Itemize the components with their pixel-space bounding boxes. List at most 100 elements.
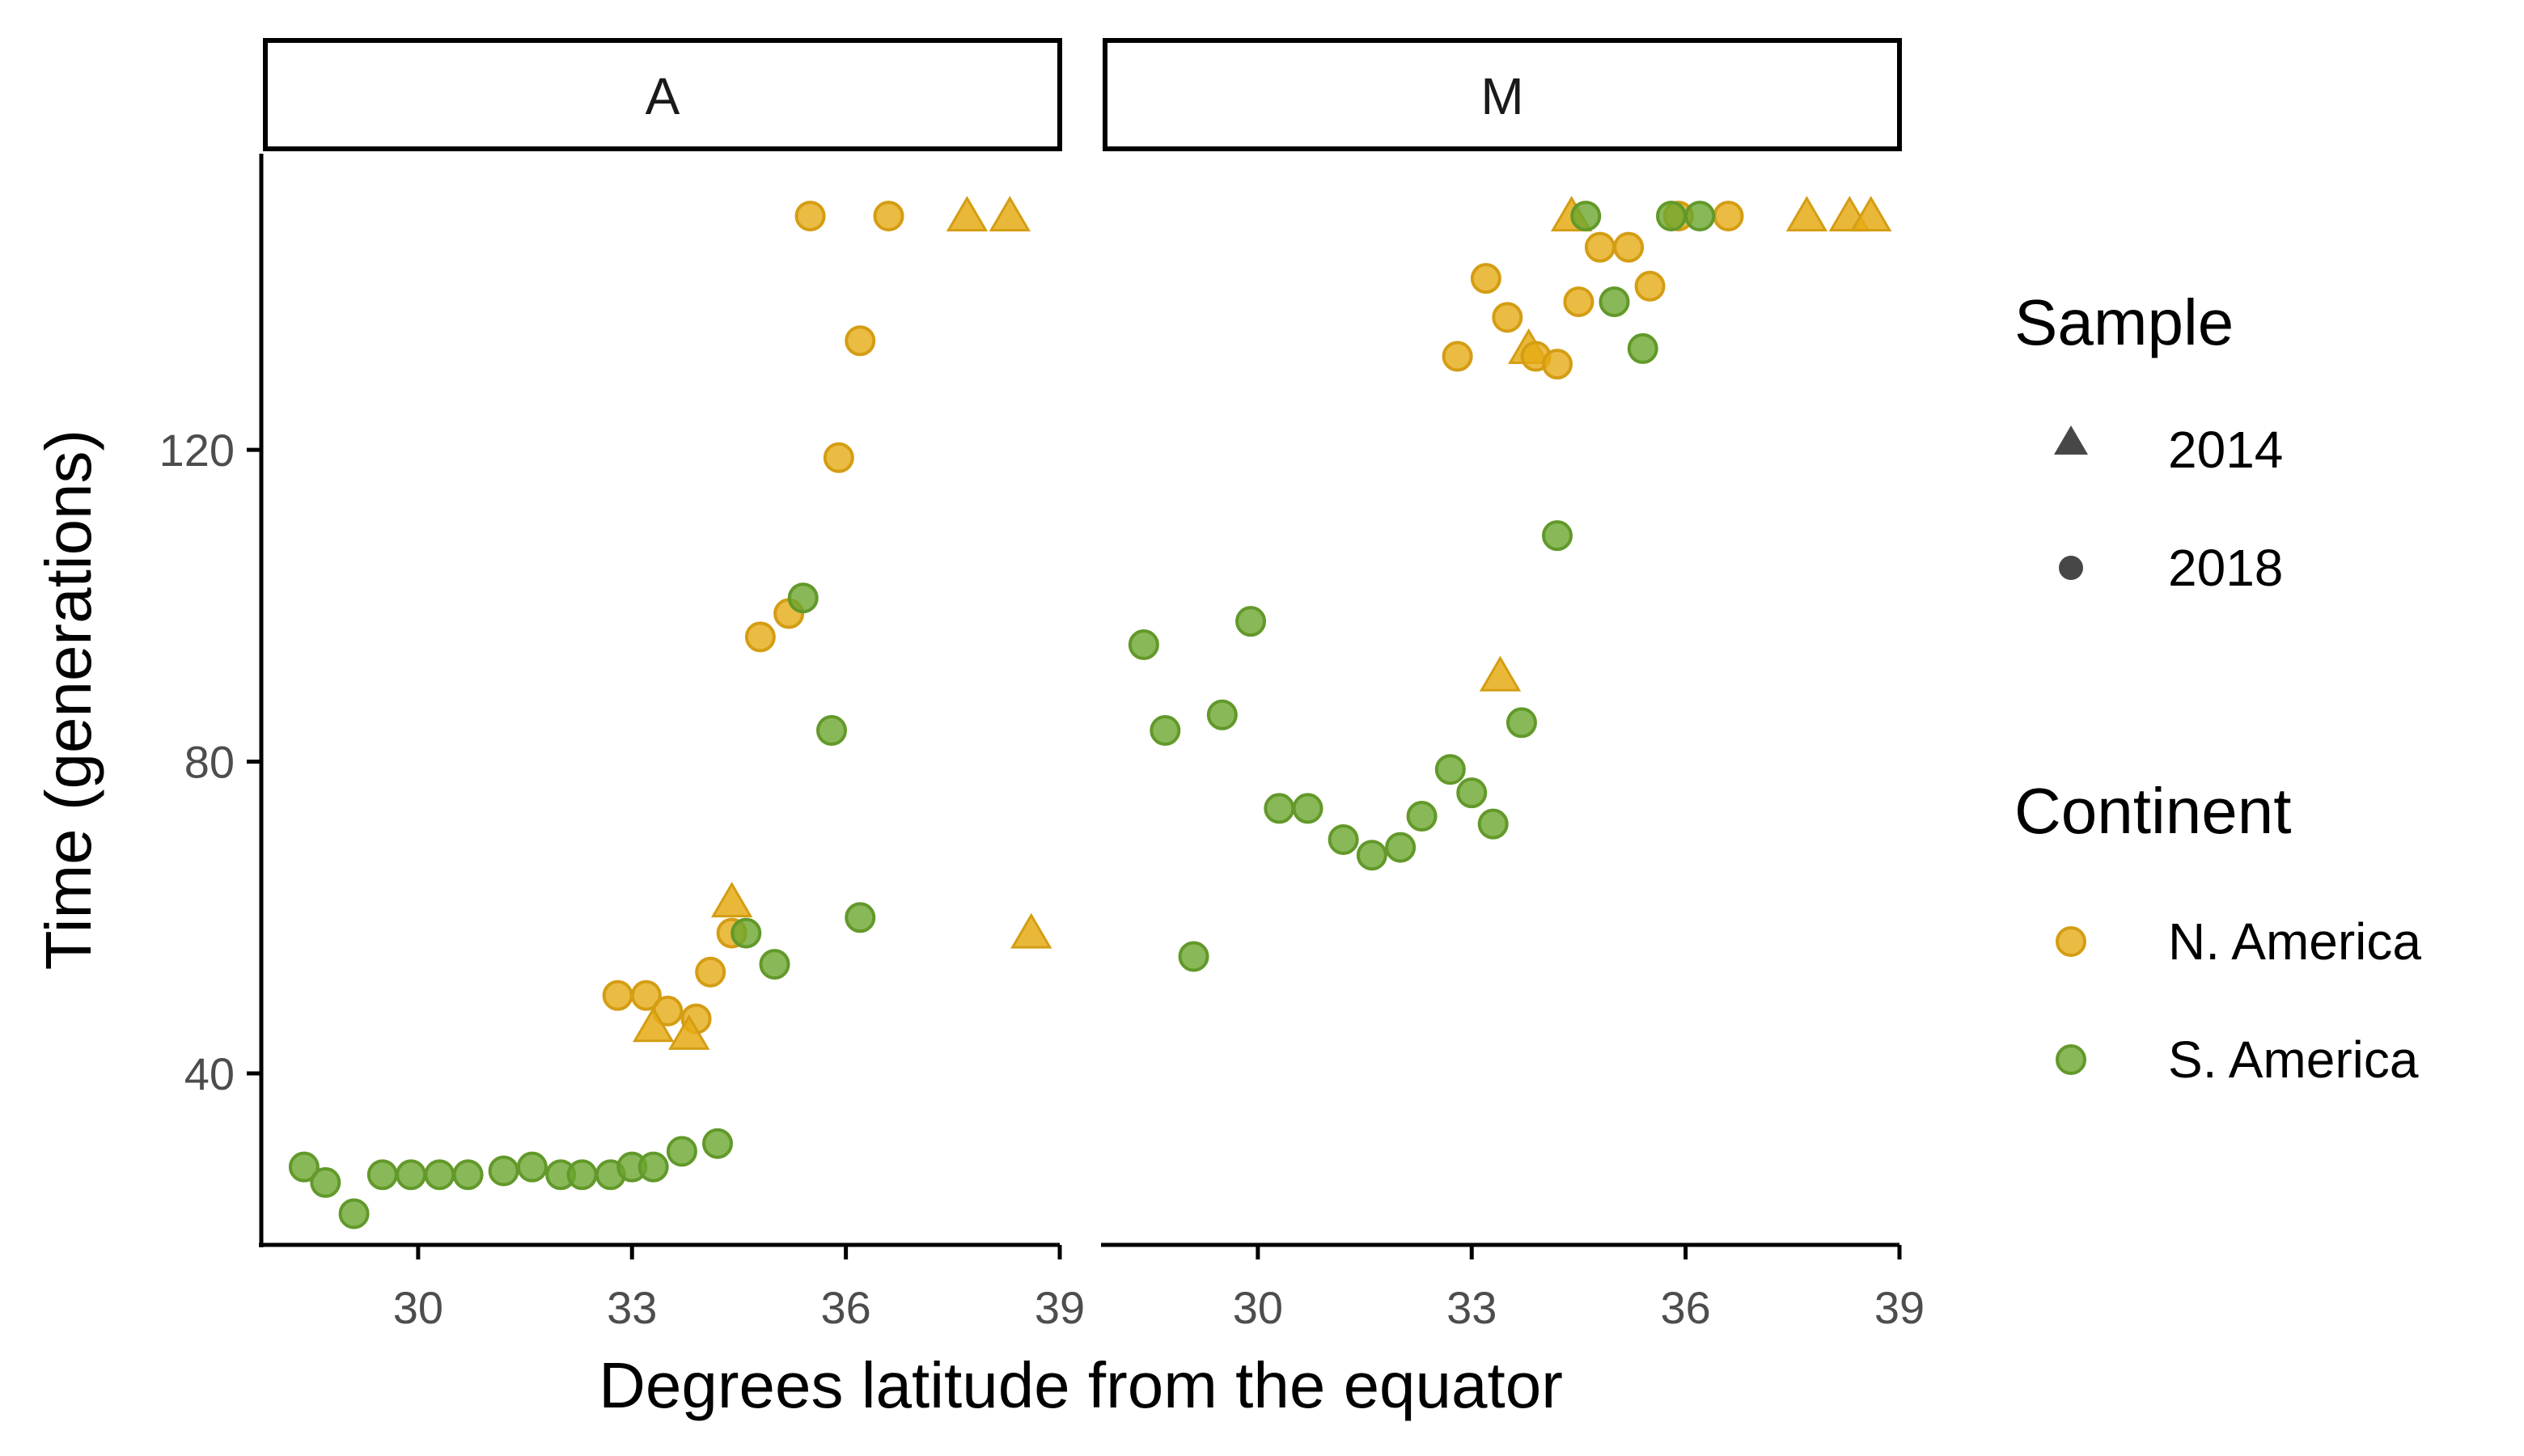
point-2018-s-america xyxy=(1385,832,1417,863)
point-2014-n-america xyxy=(632,1006,675,1043)
point-2014-n-america xyxy=(989,196,1031,232)
legend: Sample 2014 2018 Continent N. America S.… xyxy=(2014,286,2421,1089)
x-tick-label: 30 xyxy=(393,1282,443,1333)
point-2018-n-america xyxy=(1584,231,1616,263)
legend-swatch-s-america xyxy=(2056,1044,2086,1075)
point-2018-s-america xyxy=(366,1159,398,1191)
point-2018-s-america xyxy=(1128,629,1159,661)
point-2018-n-america xyxy=(1542,349,1573,380)
legend-continent-label-s-america: S. America xyxy=(2168,1031,2419,1089)
legend-continent-title: Continent xyxy=(2014,775,2291,847)
point-2018-s-america xyxy=(666,1136,697,1167)
point-2018-s-america xyxy=(787,582,819,614)
strip-label-a: A xyxy=(646,67,680,125)
point-2018-n-america xyxy=(794,201,826,232)
point-2018-n-america xyxy=(695,956,726,988)
panel-m-points xyxy=(1128,196,1892,972)
point-2018-n-america xyxy=(845,325,876,357)
legend-sample-label-2018: 2018 xyxy=(2168,539,2283,597)
point-2018-s-america xyxy=(516,1151,548,1183)
legend-continent-label-n-america: N. America xyxy=(2168,912,2421,971)
point-2018-s-america xyxy=(566,1159,598,1191)
point-2018-s-america xyxy=(424,1159,455,1191)
point-2018-s-america xyxy=(452,1159,484,1191)
point-2018-n-america xyxy=(823,442,854,473)
point-2018-s-america xyxy=(1627,332,1658,364)
strip-label-m: M xyxy=(1480,67,1523,125)
panel-a-x-ticks: 30 33 36 39 xyxy=(393,1245,1085,1333)
point-2018-s-america xyxy=(816,715,847,747)
legend-triangle-icon xyxy=(2054,425,2088,455)
panel-a-points xyxy=(288,196,1052,1230)
point-2018-s-america xyxy=(1477,808,1509,840)
point-2018-s-america xyxy=(1264,793,1295,824)
point-2014-n-america xyxy=(1479,655,1522,692)
point-2014-n-america xyxy=(710,882,753,918)
point-2018-s-america xyxy=(702,1128,733,1159)
point-2018-s-america xyxy=(1599,286,1630,318)
point-2014-n-america xyxy=(1785,196,1828,232)
legend-circle-icon xyxy=(2059,556,2083,580)
point-2018-n-america xyxy=(1634,270,1666,302)
x-tick-label: 36 xyxy=(820,1282,870,1333)
point-2018-s-america xyxy=(338,1198,370,1230)
point-2018-s-america xyxy=(1542,520,1573,552)
x-axis-title: Degrees latitude from the equator xyxy=(599,1349,1563,1421)
x-tick-label: 30 xyxy=(1233,1282,1283,1333)
point-2018-s-america xyxy=(1684,201,1716,232)
point-2018-s-america xyxy=(1292,793,1323,824)
legend-sample-label-2014: 2014 xyxy=(2168,421,2283,479)
panel-m-x-ticks: 30 33 36 39 xyxy=(1233,1245,1925,1333)
point-2018-n-america xyxy=(1613,231,1645,263)
x-tick-label: 33 xyxy=(1446,1282,1497,1333)
point-2018-s-america xyxy=(731,917,762,949)
point-2018-s-america xyxy=(1150,715,1181,747)
strip-header-m-box xyxy=(1103,38,1902,151)
point-2018-n-america xyxy=(744,621,776,653)
point-2018-s-america xyxy=(288,1151,320,1183)
legend-swatch-n-america xyxy=(2056,926,2086,957)
point-2018-s-america xyxy=(488,1155,519,1187)
legend-sample-title: Sample xyxy=(2014,286,2234,358)
x-tick-label: 36 xyxy=(1660,1282,1710,1333)
point-2018-n-america xyxy=(1563,286,1594,318)
point-2018-s-america xyxy=(1178,941,1209,972)
point-2018-s-america xyxy=(1328,823,1359,855)
point-2018-s-america xyxy=(637,1151,669,1183)
point-2018-s-america xyxy=(1434,754,1466,785)
point-2014-n-america xyxy=(1010,912,1052,949)
point-2018-n-america xyxy=(1470,263,1501,294)
point-2018-s-america xyxy=(845,902,876,933)
point-2014-n-america xyxy=(1850,196,1892,232)
y-axis-title: Time (generations) xyxy=(32,430,104,970)
strip-header-a: A xyxy=(263,38,1062,151)
point-2018-s-america xyxy=(1406,801,1438,832)
point-2018-s-america xyxy=(1570,201,1602,232)
point-2018-s-america xyxy=(396,1159,427,1191)
y-tick-label: 120 xyxy=(159,425,235,476)
point-2014-n-america xyxy=(946,196,989,232)
point-2018-s-america xyxy=(1235,606,1267,637)
y-axis-ticks: 40 80 120 xyxy=(159,425,261,1099)
point-2018-n-america xyxy=(602,980,633,1011)
y-tick-label: 80 xyxy=(184,737,235,788)
panel-m: 30 33 36 39 xyxy=(1101,196,1925,1333)
point-2018-n-america xyxy=(873,201,904,232)
strip-header-a-box xyxy=(263,38,1062,151)
point-2014-n-america xyxy=(668,1014,710,1050)
point-2018-s-america xyxy=(1356,840,1387,871)
x-tick-label: 39 xyxy=(1035,1282,1085,1333)
strip-header-m: M xyxy=(1103,38,1902,151)
y-tick-label: 40 xyxy=(184,1048,235,1099)
point-2018-n-america xyxy=(1713,201,1744,232)
panel-a: 30 33 36 39 xyxy=(259,154,1085,1333)
point-2018-s-america xyxy=(1656,201,1687,232)
point-2018-n-america xyxy=(1442,341,1473,372)
point-2018-n-america xyxy=(1492,302,1523,333)
point-2018-s-america xyxy=(1456,777,1488,809)
point-2018-s-america xyxy=(1206,699,1238,730)
x-tick-label: 33 xyxy=(607,1282,657,1333)
point-2018-s-america xyxy=(310,1166,341,1198)
point-2018-n-america xyxy=(630,980,662,1011)
